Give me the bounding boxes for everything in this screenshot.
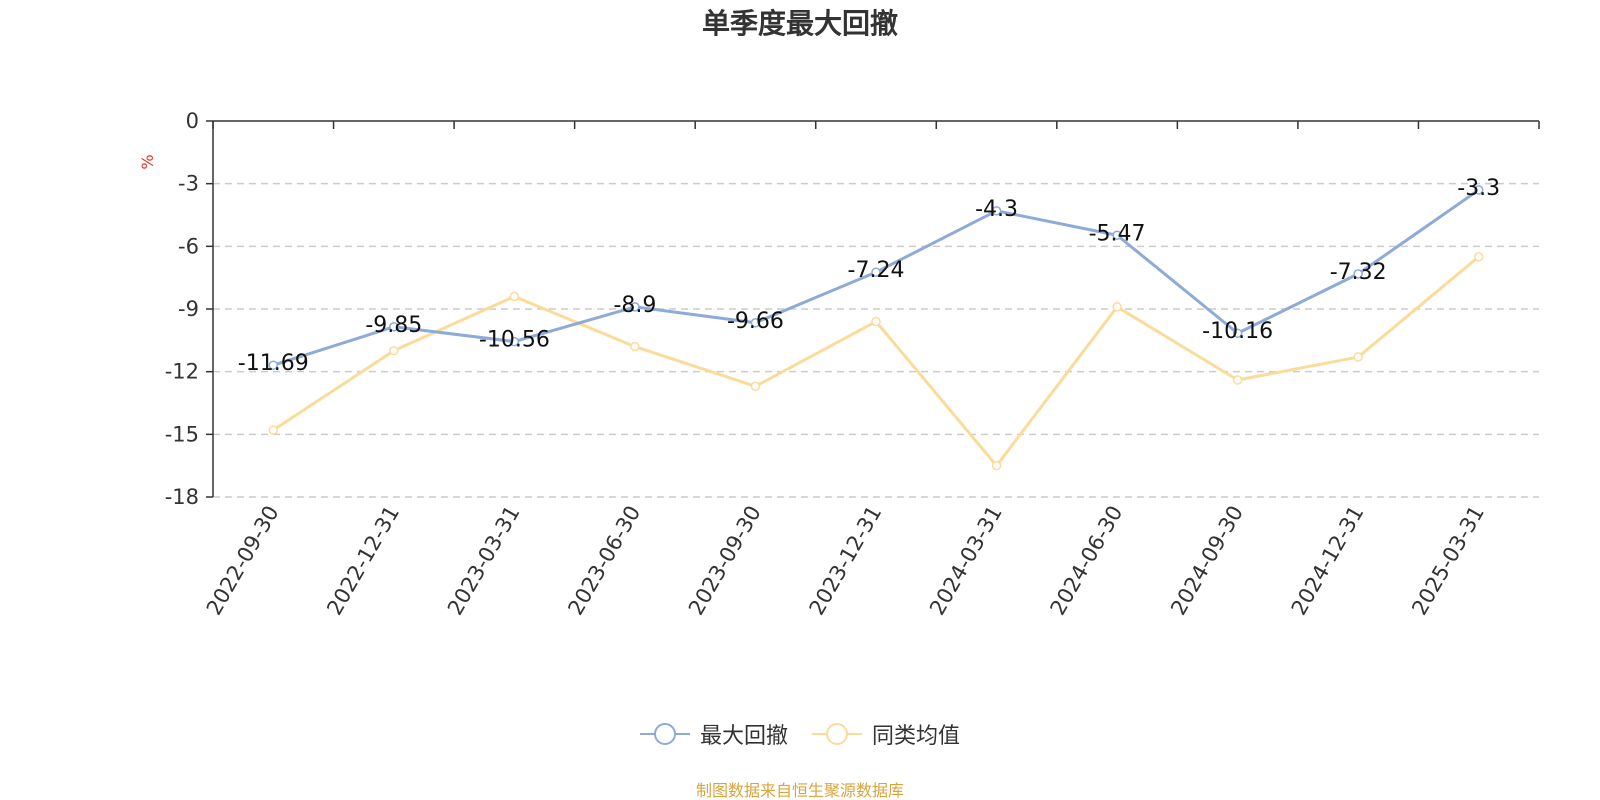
series-1-point (1232, 375, 1243, 385)
data-label: -3.3 (1457, 176, 1500, 201)
series-1-point (1353, 352, 1363, 362)
series-0-point (509, 336, 520, 347)
series-0-point (1232, 328, 1243, 338)
x-tick-label: 2025-03-31 (1407, 502, 1489, 620)
series-0-point (750, 318, 761, 328)
y-tick-label: -12 (165, 360, 199, 384)
series-1-point (389, 346, 399, 356)
chart-title: 单季度最大回撤 (701, 7, 898, 40)
legend-label-series-0: 最大回撤 (699, 724, 788, 749)
data-label: -11.69 (238, 351, 309, 376)
data-label: -10.56 (479, 328, 550, 353)
y-tick-label: -3 (178, 172, 199, 196)
data-label: -9.66 (727, 309, 784, 334)
legend: 最大回撤 同类均值 (0, 718, 1600, 750)
series-layer (268, 185, 1484, 471)
series-1-point (630, 341, 640, 352)
series-1-point (509, 291, 520, 302)
legend-label-series-1: 同类均值 (872, 724, 961, 749)
y-tick-label: -15 (165, 422, 199, 446)
grid-layer (213, 182, 1539, 498)
x-tick-label: 2024-06-30 (1046, 502, 1128, 620)
y-axis-unit-label: % (138, 154, 157, 169)
series-0-point (871, 267, 881, 277)
x-tick-label: 2023-06-30 (563, 502, 645, 620)
series-1-point (750, 381, 761, 392)
series-0-point (1473, 185, 1484, 195)
legend-line-circle-icon (639, 723, 690, 745)
legend-line-circle-icon (812, 723, 862, 745)
series-0-point (1112, 230, 1122, 241)
data-label: -7.32 (1330, 260, 1387, 285)
series-1-point (1473, 252, 1484, 262)
x-tick-label: 2023-09-30 (684, 502, 766, 620)
series-0-point (389, 322, 399, 332)
series-0-point (991, 206, 1002, 216)
series-0-point (630, 302, 640, 312)
data-label: -5.47 (1089, 221, 1146, 246)
y-tick-label: -9 (178, 297, 199, 321)
y-tick-label: -18 (165, 485, 199, 509)
data-label-layer: -11.69 -9.85 -10.56 -8.9 -9.66 -7.24 -4.3 -5.47… (238, 176, 1500, 376)
series-0-point (1353, 269, 1363, 279)
series-1-point (268, 425, 279, 435)
x-tick-label: 2024-03-31 (925, 501, 1007, 619)
x-tick-label: 2023-03-31 (443, 502, 525, 620)
series-1-point (1112, 302, 1122, 312)
series-0-point (268, 360, 279, 370)
data-label: -9.85 (365, 313, 422, 338)
legend-item-series-0[interactable]: 最大回撤 (639, 718, 788, 750)
x-tick-label: 2024-09-30 (1166, 502, 1248, 620)
x-tick-label: 2024-12-31 (1287, 502, 1369, 620)
source-note: 制图数据来自恒生聚源数据库 (695, 781, 904, 800)
data-label: -4.3 (975, 197, 1018, 222)
x-tick-label: 2022-12-31 (322, 502, 404, 620)
series-1-point (991, 460, 1002, 471)
data-label: -8.9 (613, 293, 656, 318)
legend-item-series-1[interactable]: 同类均值 (812, 718, 960, 750)
x-tick-label: 2023-12-31 (805, 502, 887, 620)
data-label: -7.24 (848, 258, 905, 283)
y-tick-label: -6 (178, 234, 199, 258)
series-1-point (871, 316, 881, 327)
y-tick-label: 0 (186, 109, 199, 133)
x-tick-label: 2022-09-30 (202, 502, 284, 620)
data-label: -10.16 (1202, 319, 1273, 344)
